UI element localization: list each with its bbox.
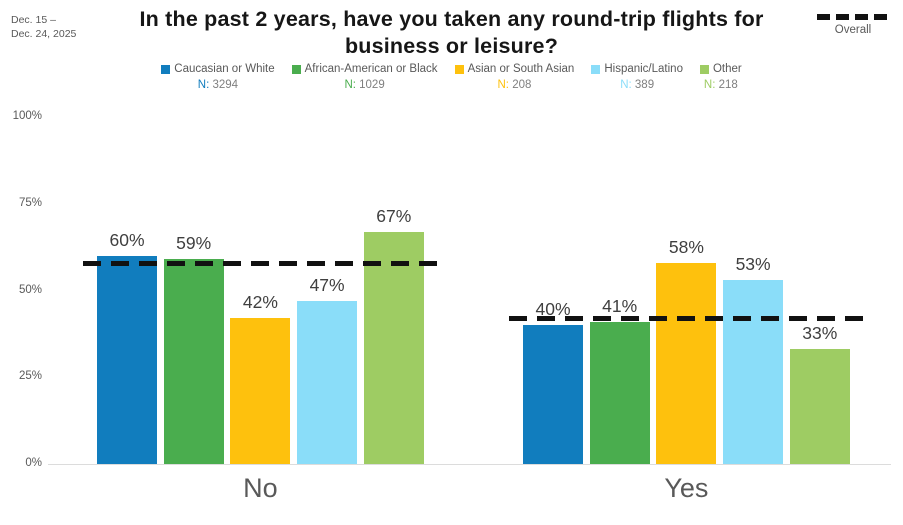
legend-item-3: Hispanic/Latino N: 389	[591, 62, 683, 93]
legend-label: Other	[712, 63, 742, 75]
legend-item-0: Caucasian or White N: 3294	[161, 62, 275, 93]
group-label-no: No	[243, 473, 278, 503]
y-axis-tick-100: 100%	[12, 110, 42, 122]
overall-legend-label: Overall	[834, 24, 872, 36]
y-axis-tick-50: 50%	[18, 283, 42, 296]
bar-value-label: 47%	[309, 274, 345, 295]
bar-no-3[interactable]	[297, 300, 358, 464]
bar-value-label: 53%	[735, 254, 771, 275]
y-axis-tick-0: 0%	[25, 457, 42, 469]
legend-label: Hispanic/Latino	[604, 63, 683, 75]
bar-no-0[interactable]	[97, 255, 157, 464]
series-legend: Caucasian or White N: 3294 African-America…	[0, 62, 903, 93]
bar-value-label: 67%	[376, 205, 412, 226]
date-range-line1: Dec. 15 –	[11, 14, 56, 26]
bar-no-1[interactable]	[163, 259, 224, 464]
y-axis-tick-25: 25%	[18, 370, 42, 383]
bar-value-label: 58%	[668, 236, 704, 257]
y-axis-tick-75: 75%	[18, 196, 42, 209]
bar-value-label: 41%	[602, 295, 638, 316]
bar-yes-0[interactable]	[523, 325, 583, 464]
bar-yes-3[interactable]	[723, 280, 784, 464]
legend-item-4: Other N: 218	[699, 62, 742, 93]
legend-n-count: N: 3294	[197, 78, 239, 91]
bar-no-2[interactable]	[230, 318, 291, 464]
legend-swatch-icon	[291, 64, 301, 74]
legend-label: Asian or South Asian	[467, 63, 575, 75]
bar-value-label: 60%	[109, 229, 145, 250]
bar-value-label: 42%	[242, 292, 278, 313]
bar-value-label: 40%	[535, 299, 571, 320]
group-label-yes: Yes	[664, 473, 709, 503]
chart-title: In the past 2 years, have you taken any …	[139, 7, 764, 58]
bar-value-label: 59%	[176, 233, 212, 254]
bar-yes-4[interactable]	[789, 349, 850, 464]
overall-line-yes	[509, 316, 863, 322]
legend-n-count: N: 389	[620, 78, 655, 91]
overall-line-no	[83, 260, 437, 266]
legend-swatch-icon	[591, 64, 601, 74]
legend-n-count: N: 1029	[344, 78, 385, 91]
legend-swatch-icon	[161, 64, 171, 74]
date-range: Dec. 15 – Dec. 24, 2025	[11, 13, 76, 41]
bar-no-4[interactable]	[363, 231, 424, 464]
legend-swatch-icon	[454, 64, 464, 74]
legend-label: Caucasian or White	[174, 63, 275, 75]
date-range-line2: Dec. 24, 2025	[11, 28, 77, 41]
overall-legend: Overall	[816, 14, 890, 36]
legend-n-count: N: 208	[497, 78, 532, 91]
legend-item-1: African-American or Black N: 1029	[291, 62, 438, 93]
bar-yes-2[interactable]	[656, 262, 717, 464]
legend-swatch-icon	[699, 64, 709, 74]
legend-label: African-American or Black	[304, 63, 438, 75]
legend-item-2: Asian or South Asian N: 208	[454, 62, 575, 93]
bar-yes-1[interactable]	[589, 321, 650, 464]
overall-dashed-line-icon	[817, 14, 889, 20]
bar-value-label: 33%	[802, 323, 838, 344]
legend-n-count: N: 218	[703, 78, 738, 91]
x-axis-line	[48, 464, 891, 465]
